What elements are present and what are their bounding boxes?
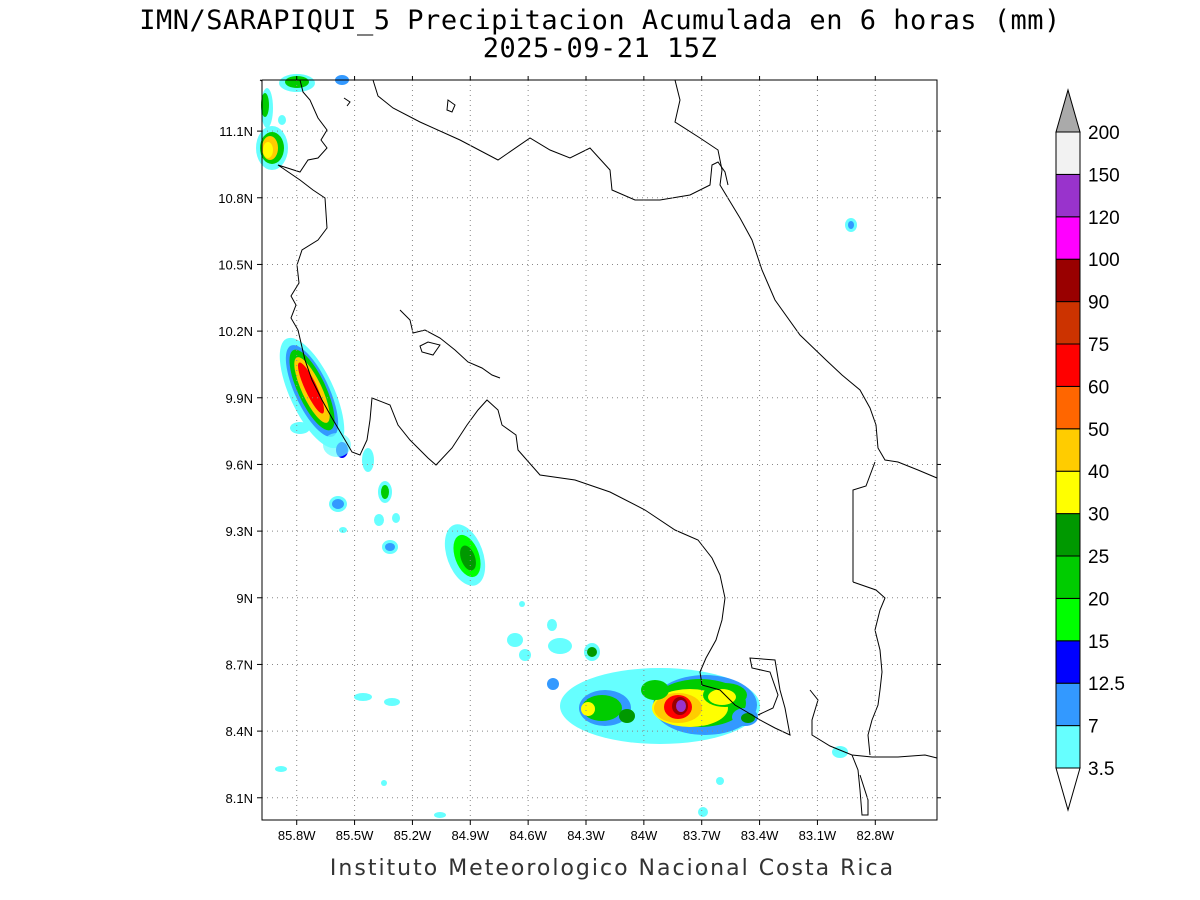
legend-label: 100 (1088, 250, 1120, 271)
legend-swatch (1055, 343, 1081, 387)
legend-label: 150 (1088, 165, 1120, 186)
legend-label: 12.5 (1088, 674, 1125, 695)
rain-cells-scattered (275, 218, 857, 818)
credit-text: Instituto Meteorologico Nacional Costa R… (329, 856, 896, 881)
legend-label: 50 (1088, 420, 1109, 441)
legend-swatch (1055, 555, 1081, 599)
legend-swatch (1055, 597, 1081, 642)
x-tick-label: 83.7W (683, 828, 721, 843)
y-tick-label: 10.5N (218, 257, 253, 272)
y-tick-label: 8.7N (226, 657, 253, 672)
legend-swatch (1055, 682, 1081, 727)
x-tick-label: 84.9W (451, 828, 489, 843)
y-tick-label: 10.2N (218, 324, 253, 339)
legend-label: 30 (1088, 505, 1109, 526)
x-axis-ticks: 85.8W 85.5W 85.2W 84.9W 84.6W 84.3W 84W 83.7W 83… (278, 76, 895, 843)
x-tick-label: 84.6W (509, 828, 547, 843)
y-tick-label: 8.1N (226, 791, 253, 806)
legend-label: 15 (1088, 632, 1109, 653)
map-frame (261, 79, 938, 821)
legend-swatch (1055, 513, 1081, 557)
legend-swatch (1055, 470, 1081, 515)
chart-subtitle-date: 2025-09-21 15Z (482, 33, 718, 64)
legend-label: 75 (1088, 335, 1109, 356)
legend-swatch (1055, 640, 1081, 684)
legend-arrow-low (1055, 767, 1081, 812)
legend-label: 20 (1088, 589, 1109, 610)
y-axis-ticks: 8.1N 8.4N 8.7N 9N 9.3N 9.6N 9.9N 10.2N 10.5N 10.8… (218, 124, 941, 806)
coastline (259, 79, 938, 816)
legend-swatch (1055, 725, 1081, 769)
legend-swatch (1055, 258, 1081, 303)
y-tick-label: 11.1N (219, 124, 253, 139)
y-tick-label: 10.8N (218, 191, 253, 206)
x-tick-label: 85.8W (278, 828, 316, 843)
x-tick-label: 83.1W (799, 828, 837, 843)
legend-swatch (1055, 131, 1081, 175)
x-tick-label: 85.2W (394, 828, 432, 843)
x-tick-label: 83.4W (741, 828, 779, 843)
legend-swatch (1055, 173, 1081, 218)
legend-label: 40 (1088, 462, 1109, 483)
x-tick-label: 84.3W (567, 828, 605, 843)
legend-label: 200 (1088, 123, 1120, 144)
map-grid (262, 80, 937, 820)
y-tick-label: 9N (236, 591, 253, 606)
y-tick-label: 8.4N (226, 724, 253, 739)
legend-swatch (1055, 216, 1081, 260)
legend-label: 3.5 (1088, 759, 1114, 780)
rain-cell-nicoya (279, 337, 351, 458)
color-legend: 3.5 7 12.5 15 20 25 30 40 50 60 75 90 100 120 150 200 (1055, 88, 1125, 812)
legend-label: 120 (1088, 208, 1120, 229)
legend-label: 25 (1088, 547, 1109, 568)
y-tick-label: 9.9N (226, 391, 253, 406)
legend-swatch (1055, 301, 1081, 345)
legend-swatch (1055, 385, 1081, 430)
legend-arrow-high (1055, 88, 1081, 133)
legend-label: 90 (1088, 293, 1109, 314)
chart-title: IMN/SARAPIQUI_5 Precipitacion Acumulada … (139, 5, 1061, 36)
legend-label: 60 (1088, 377, 1109, 398)
rain-cell-north-coast (256, 74, 349, 170)
precipitation-field (256, 74, 857, 818)
y-tick-label: 9.6N (226, 457, 253, 472)
x-tick-label: 85.5W (336, 828, 374, 843)
legend-swatch (1055, 428, 1081, 472)
rain-cell-south-pacific (560, 668, 760, 744)
x-tick-label: 82.8W (856, 828, 894, 843)
legend-label: 7 (1088, 717, 1099, 738)
y-tick-label: 9.3N (226, 524, 253, 539)
x-tick-label: 84W (630, 828, 657, 843)
